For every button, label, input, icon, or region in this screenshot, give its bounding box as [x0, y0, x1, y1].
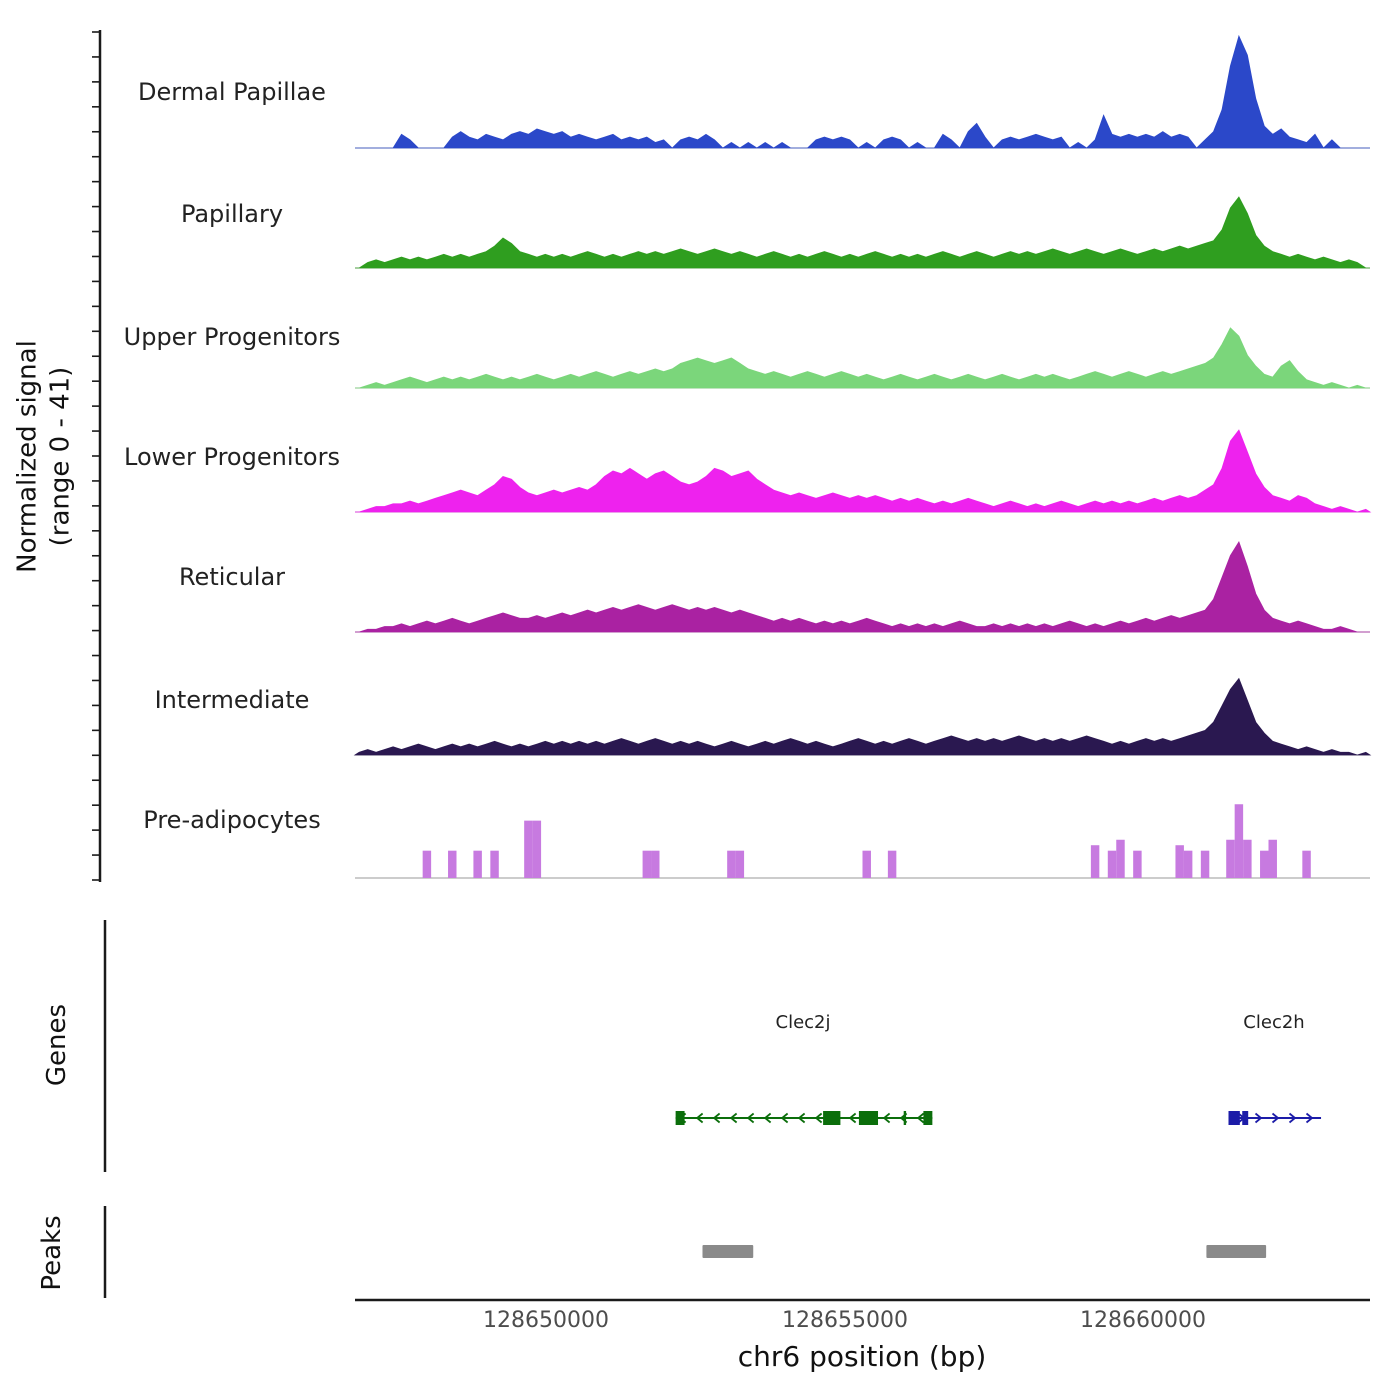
track-label-intermediate: Intermediate	[154, 686, 310, 714]
gene-model-clec2h	[1228, 1111, 1322, 1125]
signal-track-upper-progenitors	[355, 327, 1370, 389]
gene-model-clec2j	[675, 1111, 933, 1125]
track-label-reticular: Reticular	[178, 563, 286, 591]
signal-track-papillary	[355, 196, 1370, 269]
track-label-papillary: Papillary	[180, 200, 284, 228]
gene-label-clec2h: Clec2h	[1243, 1012, 1305, 1033]
track-label-upper-progenitors: Upper Progenitors	[123, 323, 341, 351]
peaks-section-label: Peaks	[37, 1215, 67, 1291]
signal-track-dermal-papillae	[355, 34, 1370, 149]
track-label-dermal-papillae: Dermal Papillae	[138, 78, 326, 106]
signal-axis-ruler	[92, 30, 102, 882]
x-axis-title: chr6 position (bp)	[737, 1340, 987, 1373]
signal-track-reticular	[355, 540, 1370, 633]
x-tick-128660000: 128660000	[1080, 1308, 1206, 1333]
y-axis-label: Normalized signal (range 0 - 41)	[12, 7, 77, 907]
signal-track-pre-adipocytes	[355, 804, 1370, 879]
signal-track-intermediate	[353, 677, 1372, 756]
gene-label-clec2j: Clec2j	[775, 1012, 831, 1033]
genes-section-label: Genes	[42, 1003, 72, 1087]
y-axis-label-line2: (range 0 - 41)	[45, 366, 75, 547]
track-label-lower-progenitors: Lower Progenitors	[124, 443, 340, 471]
track-label-pre-adipocytes: Pre-adipocytes	[143, 806, 321, 834]
signal-track-lower-progenitors	[355, 429, 1372, 513]
x-tick-128655000: 128655000	[782, 1308, 908, 1333]
peaks-track	[702, 1245, 1267, 1258]
y-axis-label-line1: Normalized signal	[12, 340, 43, 573]
x-tick-128650000: 128650000	[483, 1308, 609, 1333]
